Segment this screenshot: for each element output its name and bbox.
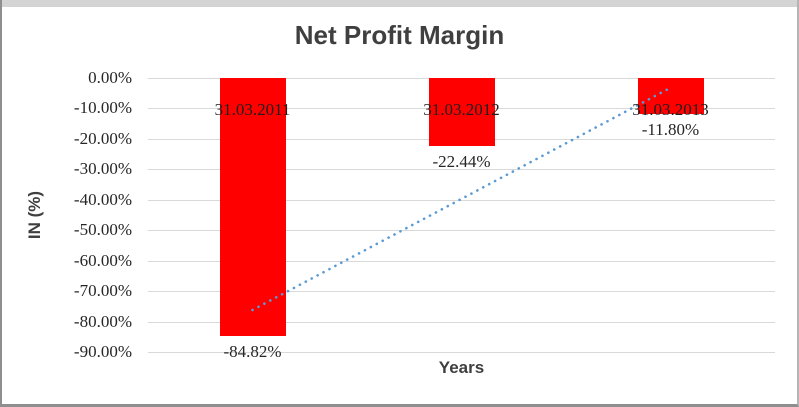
y-tick-label: -90.00% <box>73 342 132 361</box>
data-label: -11.80% <box>641 119 700 139</box>
gridline <box>148 352 775 353</box>
y-tick-label: -70.00% <box>73 281 132 301</box>
category-label: 31.03.2011 <box>214 100 291 119</box>
y-axis-tick-labels: 0.00% -10.00% -20.00% -30.00% -40.00% -50.00%… <box>2 68 132 361</box>
plot-area: 31.03.2011 -84.82% 31.03.2012 -22.44% 31.03.… <box>148 78 775 361</box>
y-tick-label: -30.00% <box>73 159 132 179</box>
data-label: -22.44% <box>432 152 491 172</box>
y-tick-label: -10.00% <box>73 98 132 118</box>
y-tick-label: -60.00% <box>73 250 132 270</box>
y-tick-label: -80.00% <box>73 311 132 331</box>
gridline <box>148 321 775 323</box>
y-tick-label: -20.00% <box>73 128 132 148</box>
top-border-strip <box>2 0 797 7</box>
chart-title: Net Profit Margin <box>294 20 505 50</box>
data-label: -84.82% <box>223 342 282 362</box>
category-label: 31.03.2012 <box>423 100 500 119</box>
y-tick-label: 0.00% <box>88 68 132 87</box>
x-axis-title: Years <box>438 358 485 377</box>
category-label: 31.03.2013 <box>632 100 709 119</box>
y-tick-label: -40.00% <box>73 189 132 209</box>
y-tick-label: -50.00% <box>73 220 132 240</box>
